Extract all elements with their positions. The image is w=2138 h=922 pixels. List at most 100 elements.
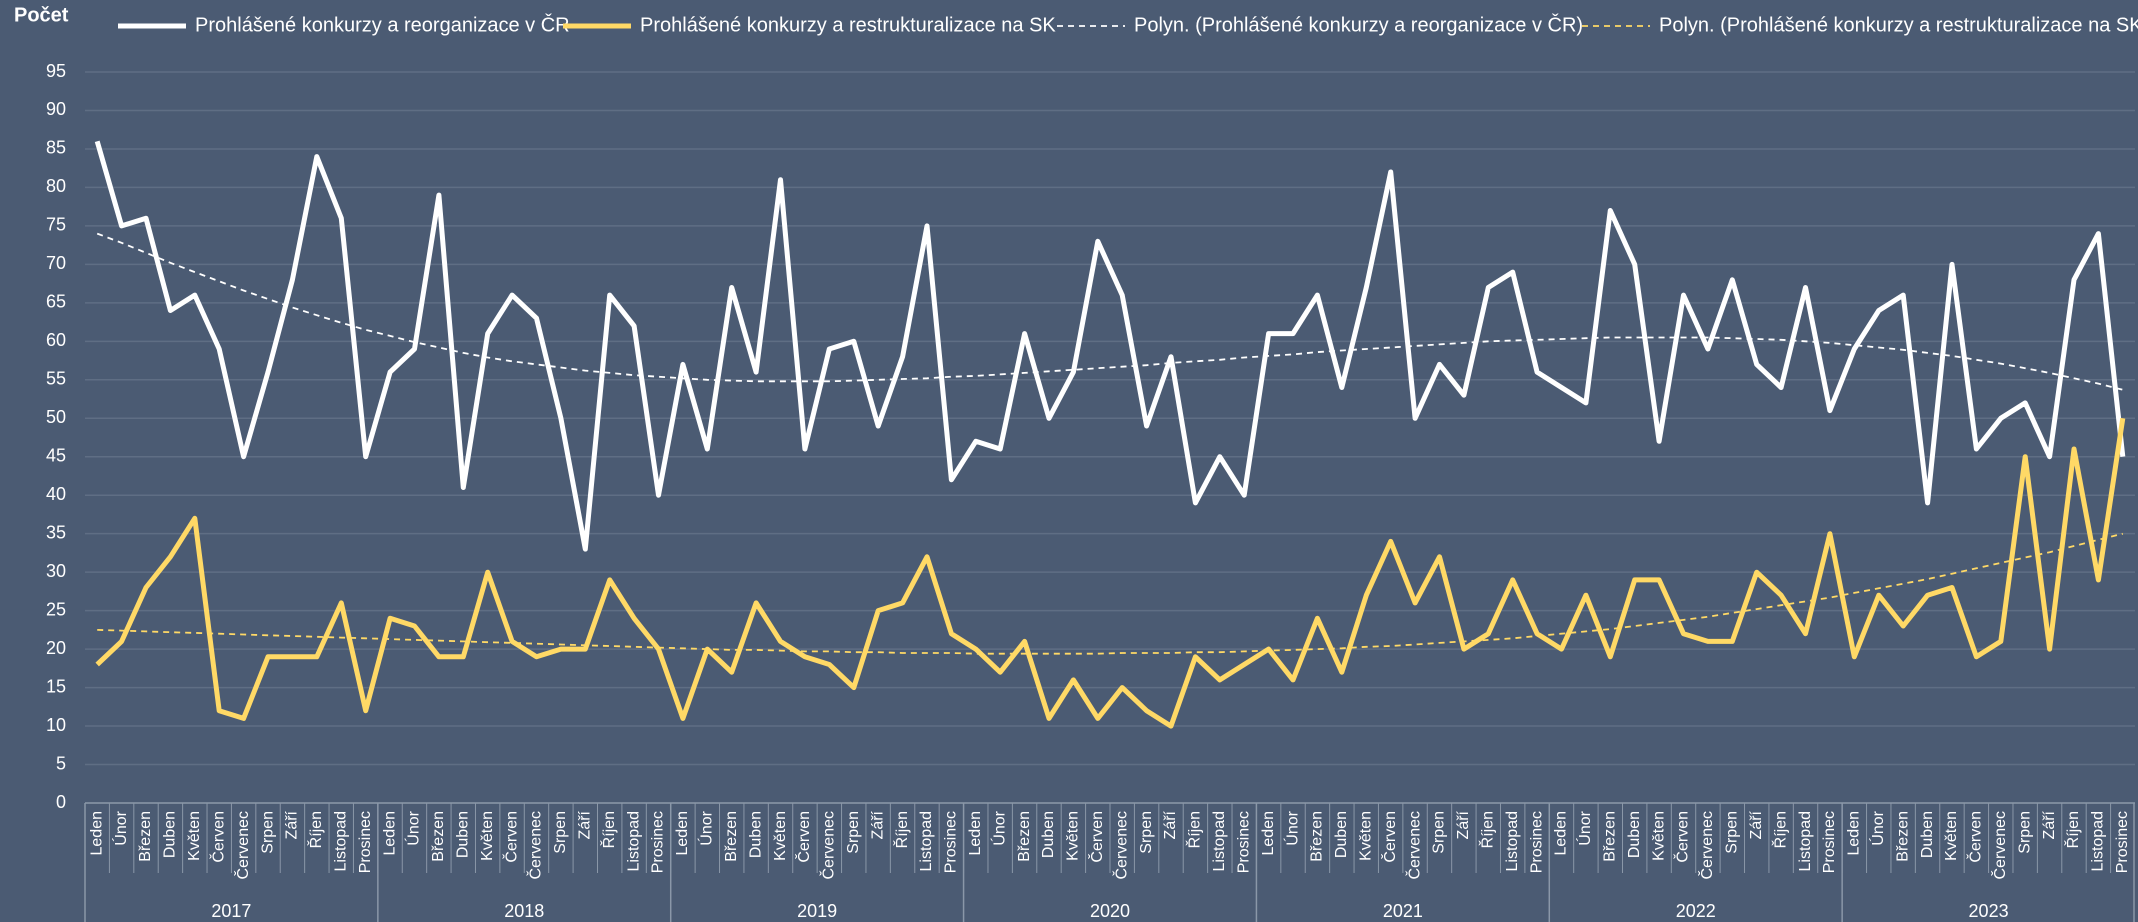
y-tick-label: 25 xyxy=(46,599,66,619)
x-tick-label: Září xyxy=(1162,810,1179,839)
x-tick-label: Duben xyxy=(747,811,764,858)
x-tick-label: Listopad xyxy=(1211,811,1228,872)
x-tick-label: Říjen xyxy=(1185,811,1204,848)
x-tick-label: Červen xyxy=(1673,811,1692,863)
year-label: 2017 xyxy=(211,901,251,921)
x-tick-label: Leden xyxy=(1846,811,1863,856)
y-tick-label: 65 xyxy=(46,292,66,312)
x-tick-label: Květen xyxy=(1065,811,1082,861)
x-tick-label: Říjen xyxy=(892,811,911,848)
x-tick-label: Listopad xyxy=(2090,811,2107,872)
x-tick-label: Prosinec xyxy=(357,811,374,873)
x-tick-label: Březen xyxy=(723,811,740,862)
y-tick-label: 10 xyxy=(46,715,66,735)
legend-label: Prohlášené konkurzy a restrukturalizace … xyxy=(640,14,1056,36)
x-tick-label: Srpen xyxy=(2016,811,2033,854)
x-tick-label: Květen xyxy=(479,811,496,861)
x-tick-label: Listopad xyxy=(1797,811,1814,872)
x-tick-label: Říjen xyxy=(306,811,325,848)
y-tick-label: 55 xyxy=(46,369,66,389)
year-label: 2020 xyxy=(1090,901,1130,921)
year-label: 2021 xyxy=(1383,901,1423,921)
x-tick-label: Březen xyxy=(430,811,447,862)
x-tick-label: Listopad xyxy=(332,811,349,872)
x-tick-label: Listopad xyxy=(625,811,642,872)
x-tick-label: Červenec xyxy=(1111,811,1130,879)
x-tick-label: Prosinec xyxy=(650,811,667,873)
year-label: 2023 xyxy=(1969,901,2009,921)
x-tick-label: Duben xyxy=(454,811,471,858)
x-tick-label: Únor xyxy=(111,810,130,845)
y-axis-label: Počet xyxy=(14,4,69,26)
x-tick-label: Září xyxy=(577,810,594,839)
x-tick-label: Leden xyxy=(967,811,984,856)
y-tick-label: 35 xyxy=(46,522,66,542)
x-tick-label: Září xyxy=(1748,810,1765,839)
x-tick-label: Srpen xyxy=(1724,811,1741,854)
x-tick-label: Září xyxy=(869,810,886,839)
y-tick-label: 5 xyxy=(56,753,66,773)
legend-label: Polyn. (Prohlášené konkurzy a restruktur… xyxy=(1659,14,2138,36)
x-tick-label: Červen xyxy=(1087,811,1106,863)
y-tick-label: 75 xyxy=(46,215,66,235)
legend-label: Prohlášené konkurzy a reorganizace v ČR xyxy=(195,13,570,36)
x-tick-label: Březen xyxy=(137,811,154,862)
x-tick-label: Únor xyxy=(989,810,1008,845)
y-tick-label: 85 xyxy=(46,138,66,158)
x-tick-label: Červenec xyxy=(233,811,252,879)
y-tick-label: 60 xyxy=(46,330,66,350)
x-tick-label: Červen xyxy=(794,811,813,863)
x-tick-label: Srpen xyxy=(1138,811,1155,854)
x-tick-label: Leden xyxy=(88,811,105,856)
x-tick-label: Únor xyxy=(1575,810,1594,845)
x-tick-label: Duben xyxy=(1040,811,1057,858)
x-tick-label: Únor xyxy=(404,810,423,845)
x-tick-label: Březen xyxy=(1016,811,1033,862)
x-tick-label: Srpen xyxy=(259,811,276,854)
x-tick-label: Květen xyxy=(1943,811,1960,861)
y-tick-label: 80 xyxy=(46,176,66,196)
x-tick-label: Březen xyxy=(1602,811,1619,862)
x-tick-label: Prosinec xyxy=(943,811,960,873)
x-tick-label: Únor xyxy=(697,810,716,845)
x-tick-label: Srpen xyxy=(1431,811,1448,854)
x-tick-label: Únor xyxy=(1282,810,1301,845)
x-tick-label: Březen xyxy=(1894,811,1911,862)
x-tick-label: Říjen xyxy=(1477,811,1496,848)
y-tick-label: 50 xyxy=(46,407,66,427)
trend-line xyxy=(96,232,2124,391)
x-tick-label: Září xyxy=(2041,810,2058,839)
y-tick-label: 70 xyxy=(46,253,66,273)
x-tick-label: Listopad xyxy=(1504,811,1521,872)
x-tick-label: Srpen xyxy=(845,811,862,854)
x-tick-label: Červen xyxy=(208,811,227,863)
line xyxy=(94,140,2126,552)
x-tick-label: Květen xyxy=(772,811,789,861)
x-tick-label: Červenec xyxy=(1990,811,2009,879)
x-tick-label: Prosinec xyxy=(2114,811,2131,873)
x-tick-label: Leden xyxy=(381,811,398,856)
year-label: 2019 xyxy=(797,901,837,921)
y-tick-label: 45 xyxy=(46,445,66,465)
y-tick-label: 90 xyxy=(46,99,66,119)
x-tick-label: Leden xyxy=(674,811,691,856)
x-tick-label: Duben xyxy=(1333,811,1350,858)
x-tick-label: Říjen xyxy=(1770,811,1789,848)
x-tick-label: Říjen xyxy=(2063,811,2082,848)
y-tick-label: 95 xyxy=(46,61,66,81)
line xyxy=(95,417,2126,729)
x-tick-label: Srpen xyxy=(552,811,569,854)
x-tick-label: Květen xyxy=(186,811,203,861)
legend-label: Polyn. (Prohlášené konkurzy a reorganiza… xyxy=(1134,13,1583,36)
x-tick-label: Červenec xyxy=(819,811,838,879)
x-tick-label: Červen xyxy=(1380,811,1399,863)
x-tick-label: Květen xyxy=(1357,811,1374,861)
y-tick-label: 15 xyxy=(46,676,66,696)
x-tick-label: Červen xyxy=(1966,811,1985,863)
x-tick-label: Duben xyxy=(1626,811,1643,858)
x-tick-label: Duben xyxy=(1919,811,1936,858)
x-tick-label: Září xyxy=(1455,810,1472,839)
trend-line xyxy=(97,532,2124,655)
